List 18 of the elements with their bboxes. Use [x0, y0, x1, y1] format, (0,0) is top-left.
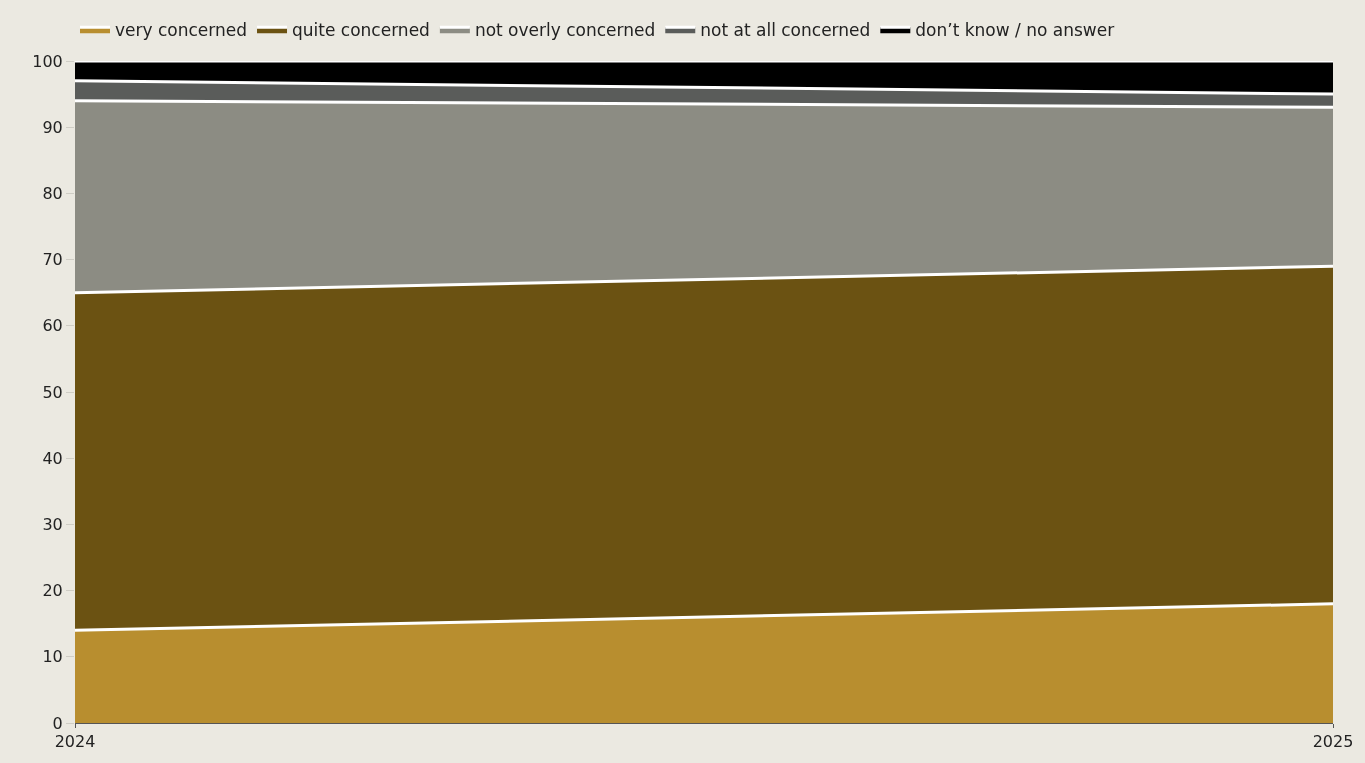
y-tick-label: 100 — [32, 51, 63, 71]
legend-label: quite concerned — [292, 19, 430, 40]
legend-label: not overly concerned — [474, 19, 656, 40]
y-tick-label: 60 — [42, 316, 63, 336]
y-tick-label: 70 — [42, 250, 63, 270]
x-tick-label: 2025 — [1312, 732, 1354, 752]
y-tick-label: 80 — [42, 184, 63, 203]
y-tick-label: 50 — [42, 382, 63, 402]
legend-label: not at all concerned — [700, 19, 871, 40]
y-tick-label: 90 — [42, 117, 63, 137]
y-tick-label: 40 — [42, 448, 63, 468]
legend-label: very concerned — [115, 19, 248, 40]
y-tick-label: 10 — [42, 647, 63, 667]
y-tick-label: 30 — [42, 515, 63, 534]
y-tick-label: 20 — [42, 581, 63, 601]
x-tick-label: 2024 — [54, 732, 96, 752]
legend-label: don’t know / no answer — [915, 19, 1115, 40]
y-tick-label: 0 — [52, 713, 63, 733]
